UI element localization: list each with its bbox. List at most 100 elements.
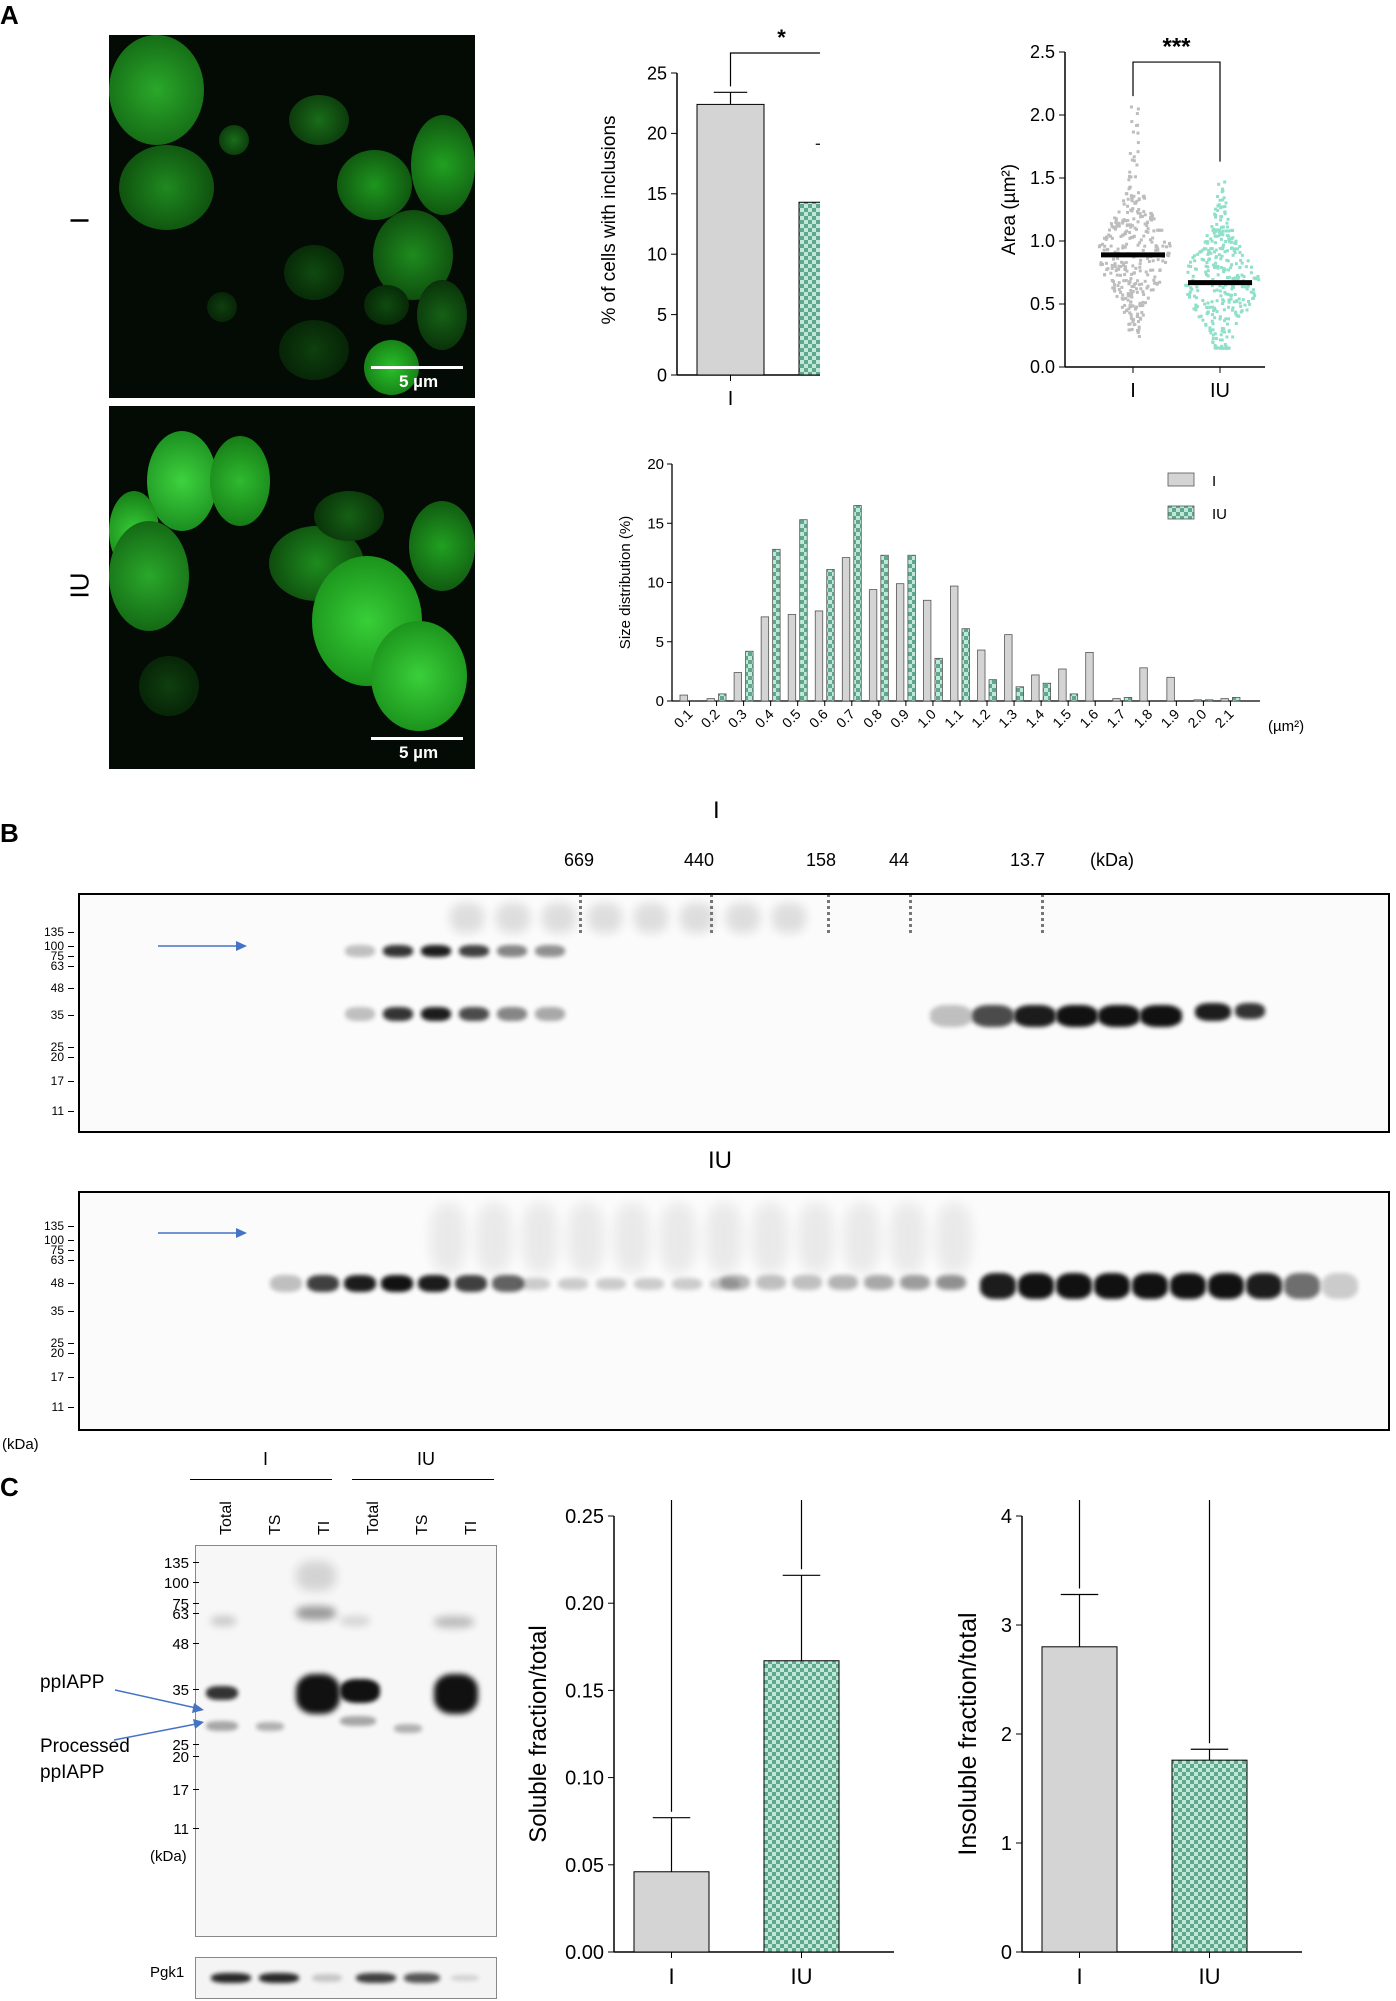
bar: [763, 1660, 840, 1953]
x-unit-label: (µm²): [1268, 718, 1304, 735]
lane-label: TS: [267, 1514, 284, 1535]
blot-band: [450, 903, 484, 933]
data-point: [1252, 276, 1256, 280]
mw-tick: [68, 1250, 74, 1251]
lane-label: Total: [218, 1501, 235, 1535]
y-tick-label: 0.00: [565, 1942, 604, 1964]
data-point: [1201, 318, 1205, 322]
data-point: [1138, 304, 1142, 308]
y-tick-label: 0.10: [565, 1768, 604, 1790]
data-point: [1233, 241, 1237, 245]
mw-label: 100: [163, 1575, 189, 1592]
blot-band: [980, 1273, 1016, 1299]
data-point: [1219, 206, 1223, 210]
histogram-bar: [787, 614, 797, 702]
data-point: [1130, 158, 1134, 162]
data-point: [1228, 240, 1232, 244]
data-point: [1220, 329, 1224, 333]
blot-band: [634, 903, 668, 933]
blot-band: [434, 1674, 478, 1714]
data-point: [1226, 322, 1230, 326]
data-point: [1220, 344, 1224, 348]
x-tick-label: IU: [1210, 380, 1230, 402]
data-point: [1219, 265, 1223, 269]
blot-band: [459, 1007, 489, 1021]
mw-label: 25: [172, 1737, 189, 1754]
data-point: [1237, 314, 1241, 318]
data-point: [1214, 215, 1218, 219]
histogram-bar: [907, 554, 916, 702]
data-point: [1126, 218, 1130, 222]
x-tick-label: 2.0: [1184, 706, 1209, 731]
data-point: [1227, 300, 1231, 304]
y-tick-label: 0.15: [565, 1680, 604, 1702]
y-tick-label: 1.5: [1030, 168, 1055, 188]
data-point: [1147, 260, 1151, 264]
data-point: [1129, 105, 1133, 109]
blot-band: [756, 1275, 786, 1290]
mw-label: 63: [50, 1253, 64, 1267]
data-point: [1212, 289, 1216, 293]
data-point: [1192, 254, 1196, 258]
histogram-bar: [1058, 668, 1067, 702]
data-point: [1145, 256, 1149, 260]
x-tick-label: 1.5: [1049, 706, 1074, 731]
y-axis-label: Insoluble fraction/total: [954, 1612, 982, 1855]
chart-cells-with-inclusions: % of cells with inclusions 0510152025IIU…: [599, 25, 820, 410]
data-point: [1224, 239, 1228, 243]
data-point: [1151, 268, 1155, 272]
data-point: [1153, 275, 1157, 279]
mw-label: 11: [51, 1400, 64, 1414]
histogram-bar: [923, 599, 932, 702]
data-point: [1129, 194, 1133, 198]
data-point: [1109, 244, 1113, 248]
data-point: [1143, 244, 1147, 248]
data-point: [1222, 268, 1226, 272]
data-point: [1208, 326, 1212, 330]
data-point: [1214, 256, 1218, 260]
lane-label: Total: [365, 1501, 382, 1535]
histogram-bar: [1015, 686, 1024, 702]
data-point: [1225, 346, 1229, 350]
data-point: [1135, 305, 1139, 309]
significance-bracket: [729, 52, 820, 87]
data-point: [1131, 289, 1135, 293]
histogram-bar: [1205, 699, 1214, 702]
bar: [696, 103, 765, 376]
data-point: [1243, 303, 1247, 307]
x-tick-label: 1.4: [1022, 706, 1047, 731]
data-point: [1221, 229, 1225, 233]
data-point: [1121, 244, 1125, 248]
data-point: [1216, 264, 1220, 268]
data-point: [1223, 342, 1227, 346]
data-point: [1240, 273, 1244, 277]
blot-c: [195, 1545, 497, 1937]
data-point: [1125, 224, 1129, 228]
histogram-bar: [988, 679, 997, 702]
data-point: [1234, 239, 1238, 243]
data-point: [1186, 270, 1190, 274]
data-point: [1125, 308, 1129, 312]
data-point: [1131, 207, 1135, 211]
blot-band: [1195, 1003, 1231, 1021]
data-point: [1131, 130, 1135, 134]
data-point: [1154, 248, 1158, 252]
data-point: [1227, 329, 1231, 333]
data-point: [1216, 204, 1220, 208]
data-point: [1237, 275, 1241, 279]
blot-band: [307, 1275, 339, 1292]
data-point: [1233, 292, 1237, 296]
lane-label: TI: [463, 1520, 480, 1535]
blot-band: [296, 1674, 340, 1714]
group-line-iu: [352, 1479, 494, 1480]
data-point: [1230, 287, 1234, 291]
data-point: [1144, 270, 1148, 274]
data-point: [1220, 246, 1224, 250]
data-point: [1233, 251, 1237, 255]
data-point: [1218, 284, 1222, 288]
x-tick-label: 1.0: [914, 706, 939, 731]
lane-label: TI: [316, 1520, 333, 1535]
size-marker-line: [827, 895, 830, 933]
data-point: [1225, 335, 1229, 339]
blot-band: [720, 1275, 750, 1290]
